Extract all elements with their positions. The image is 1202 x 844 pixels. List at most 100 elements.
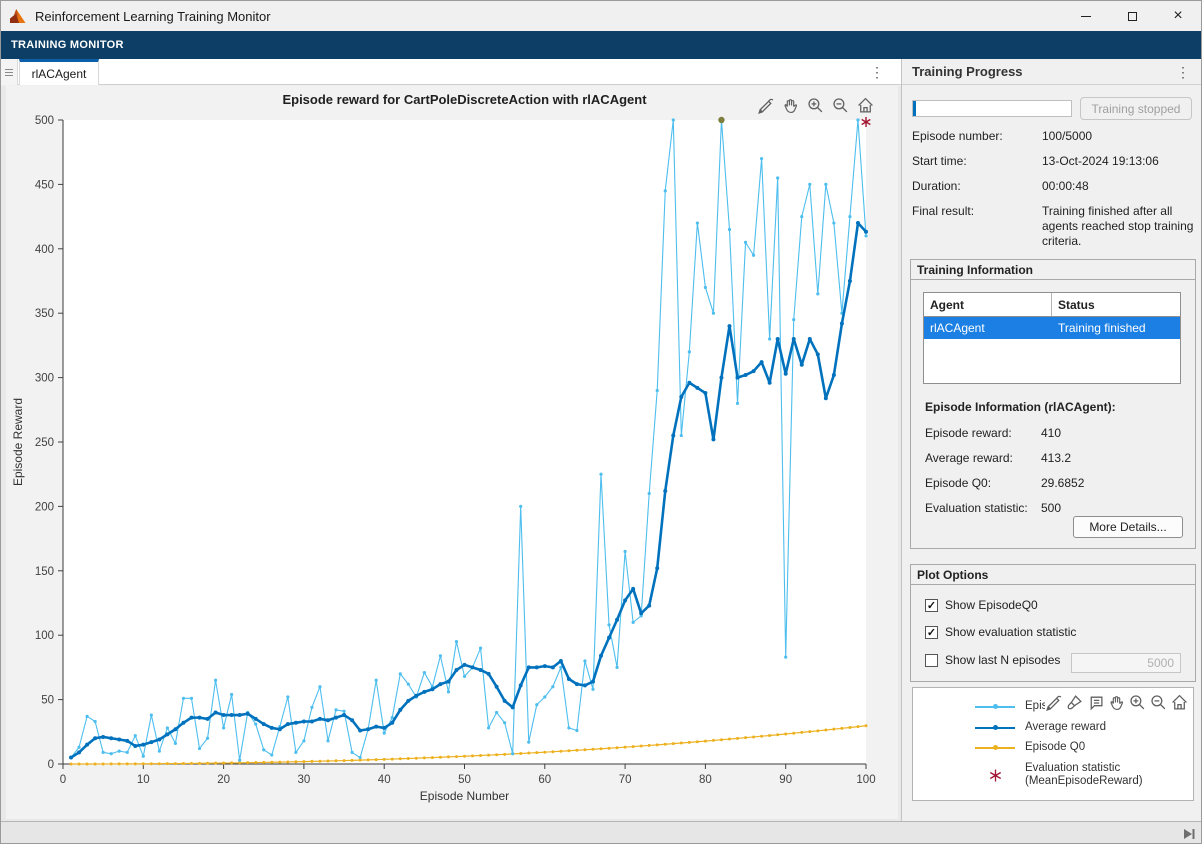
tab-kebab-menu-icon[interactable]: ⋮ xyxy=(867,61,887,83)
minimize-button[interactable] xyxy=(1063,1,1109,31)
training-information-header: Training Information xyxy=(911,260,1195,280)
episode-number-value: 100/5000 xyxy=(1042,129,1194,144)
svg-text:100: 100 xyxy=(35,630,54,642)
last-n-episodes-input[interactable] xyxy=(1071,653,1181,673)
plot-options-box: Plot Options ✓ Show EpisodeQ0 ✓ Show eva… xyxy=(910,564,1196,682)
checkbox-show-last-n-episodes[interactable]: Show last N episodes xyxy=(925,653,1060,667)
home-icon[interactable] xyxy=(1171,694,1188,711)
panel-header: Training Progress ⋮ xyxy=(902,59,1202,85)
svg-text:400: 400 xyxy=(35,244,54,256)
legend-item-average-reward[interactable]: Average reward xyxy=(913,721,1193,734)
app-window: Reinforcement Learning Training Monitor … xyxy=(0,0,1202,844)
average-reward-value: 413.2 xyxy=(1041,451,1071,465)
svg-text:250: 250 xyxy=(35,437,54,449)
svg-text:300: 300 xyxy=(35,373,54,385)
svg-text:30: 30 xyxy=(298,774,311,786)
zoom-in-icon[interactable] xyxy=(806,96,824,114)
pan-icon[interactable] xyxy=(1108,694,1125,711)
svg-text:0: 0 xyxy=(60,774,66,786)
svg-text:50: 50 xyxy=(458,774,471,786)
window-title: Reinforcement Learning Training Monitor xyxy=(35,9,271,24)
tab-grip-icon[interactable] xyxy=(1,59,18,85)
start-time-row: Start time: 13-Oct-2024 19:13:06 xyxy=(912,154,1194,169)
checkbox-icon: ✓ xyxy=(925,599,938,612)
svg-text:Episode Reward: Episode Reward xyxy=(11,398,25,486)
checkbox-show-episodeq0[interactable]: ✓ Show EpisodeQ0 xyxy=(925,598,1038,612)
export-icon[interactable] xyxy=(756,96,774,114)
minimize-icon xyxy=(1081,16,1091,17)
svg-text:60: 60 xyxy=(538,774,551,786)
legend-axes-toolbar xyxy=(1045,694,1188,711)
svg-text:90: 90 xyxy=(779,774,792,786)
asterisk-icon xyxy=(975,769,1015,782)
close-icon: × xyxy=(1173,7,1182,25)
chart-legend: Episo xyxy=(912,687,1194,801)
agent-status-table: Agent Status rlACAgent Training finished xyxy=(923,292,1181,384)
svg-text:20: 20 xyxy=(217,774,230,786)
datatip-icon[interactable] xyxy=(1087,694,1104,711)
panel-kebab-menu-icon[interactable]: ⋮ xyxy=(1173,61,1193,83)
episode-reward-row: Episode reward: 410 xyxy=(925,426,1185,440)
legend-item-evaluation-statistic[interactable]: Evaluation statistic(MeanEpisodeReward) xyxy=(913,762,1193,788)
training-plot[interactable]: 0501001502002503003504004505000102030405… xyxy=(6,86,898,819)
training-progress-bar xyxy=(912,100,1072,117)
svg-text:450: 450 xyxy=(35,179,54,191)
training-progress-panel: Training Progress ⋮ Training stopped Epi… xyxy=(901,59,1202,821)
maximize-button[interactable] xyxy=(1109,1,1155,31)
checkbox-icon xyxy=(925,654,938,667)
episode-q0-row: Episode Q0: 29.6852 xyxy=(925,476,1185,490)
document-tabstrip: rlACAgent ⋮ xyxy=(1,59,901,85)
svg-text:80: 80 xyxy=(699,774,712,786)
svg-text:Episode Number: Episode Number xyxy=(420,789,509,803)
episode-reward-value: 410 xyxy=(1041,426,1061,440)
start-time-value: 13-Oct-2024 19:13:06 xyxy=(1042,154,1194,169)
skip-end-icon[interactable] xyxy=(1181,826,1197,842)
duration-row: Duration: 00:00:48 xyxy=(912,179,1194,194)
more-details-button[interactable]: More Details... xyxy=(1073,516,1183,538)
plot-options-header: Plot Options xyxy=(911,565,1195,585)
training-stopped-button[interactable]: Training stopped xyxy=(1080,97,1192,120)
checkbox-show-evaluation-statistic[interactable]: ✓ Show evaluation statistic xyxy=(925,625,1076,639)
svg-text:150: 150 xyxy=(35,566,54,578)
document-area: 0501001502002503003504004505000102030405… xyxy=(1,86,901,821)
svg-text:0: 0 xyxy=(48,759,54,771)
table-empty-space xyxy=(924,339,1180,383)
axes-toolbar xyxy=(756,96,874,114)
panel-title: Training Progress xyxy=(912,64,1023,79)
export-icon[interactable] xyxy=(1045,694,1062,711)
final-result-row: Final result: Training finished after al… xyxy=(912,204,1194,249)
table-header-row: Agent Status xyxy=(924,293,1180,317)
svg-text:100: 100 xyxy=(856,774,875,786)
zoom-in-icon[interactable] xyxy=(1129,694,1146,711)
tab-label: rlACAgent xyxy=(32,67,87,81)
matlab-logo-icon xyxy=(9,8,27,24)
episode-information-title: Episode Information (rlACAgent): xyxy=(925,400,1116,414)
pan-icon[interactable] xyxy=(781,96,799,114)
svg-text:10: 10 xyxy=(137,774,150,786)
svg-text:200: 200 xyxy=(35,501,54,513)
svg-text:Episode reward for CartPoleDis: Episode reward for CartPoleDiscreteActio… xyxy=(282,92,647,107)
average-reward-row: Average reward: 413.2 xyxy=(925,451,1185,465)
table-row-rlacagent[interactable]: rlACAgent Training finished xyxy=(924,317,1180,339)
figure-canvas: 0501001502002503003504004505000102030405… xyxy=(6,86,898,819)
evaluation-statistic-row: Evaluation statistic: 500 xyxy=(925,501,1185,515)
home-icon[interactable] xyxy=(856,96,874,114)
legend-item-episode-q0[interactable]: Episode Q0 xyxy=(913,741,1193,754)
horizontal-scrollbar[interactable] xyxy=(1,821,1202,844)
svg-text:50: 50 xyxy=(41,695,54,707)
brush-icon[interactable] xyxy=(1066,694,1083,711)
close-button[interactable]: × xyxy=(1155,1,1201,31)
tab-rlacagent[interactable]: rlACAgent xyxy=(19,59,99,85)
episode-number-row: Episode number: 100/5000 xyxy=(912,129,1194,144)
training-information-box: Training Information Agent Status rlACAg… xyxy=(910,259,1196,549)
episode-q0-value: 29.6852 xyxy=(1041,476,1084,490)
ribbon-tab-training-monitor[interactable]: TRAINING MONITOR xyxy=(11,39,124,51)
checkbox-icon: ✓ xyxy=(925,626,938,639)
maximize-icon xyxy=(1128,12,1137,21)
window-titlebar: Reinforcement Learning Training Monitor … xyxy=(1,1,1201,31)
zoom-out-icon[interactable] xyxy=(831,96,849,114)
duration-value: 00:00:48 xyxy=(1042,179,1194,194)
svg-text:40: 40 xyxy=(378,774,391,786)
zoom-out-icon[interactable] xyxy=(1150,694,1167,711)
svg-text:70: 70 xyxy=(619,774,632,786)
